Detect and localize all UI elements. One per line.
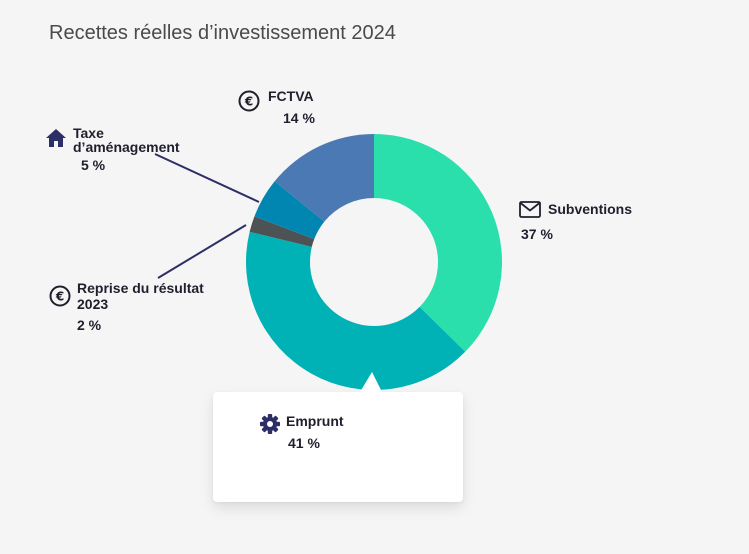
- slice-emprunt[interactable]: [246, 231, 466, 390]
- fctva-pct: 14 %: [283, 110, 315, 126]
- svg-text:€: €: [55, 290, 64, 304]
- callout-pointer: [360, 372, 382, 392]
- slice-subventions[interactable]: [374, 134, 502, 352]
- leader-line-reprise: [157, 224, 247, 279]
- subventions-pct: 37 %: [521, 226, 553, 242]
- leader-line-taxe: [154, 153, 260, 203]
- chart-title: Recettes réelles d’investissement 2024: [49, 22, 396, 44]
- fctva-label: FCTVA: [268, 88, 314, 104]
- emprunt-label: Emprunt: [286, 413, 344, 429]
- svg-text:€: €: [244, 95, 253, 109]
- slice-reprise-du-r-sultat-2023[interactable]: [249, 216, 315, 247]
- emprunt-pct: 41 %: [288, 435, 320, 451]
- euro-icon: €: [238, 90, 260, 112]
- euro-icon: €: [49, 285, 71, 307]
- mail-icon: [519, 201, 541, 218]
- taxe-pct: 5 %: [81, 157, 106, 173]
- reprise-pct: 2 %: [77, 317, 102, 333]
- house-icon: [46, 129, 66, 147]
- taxe-label-line1: Taxe: [73, 125, 104, 141]
- donut-slices: [246, 134, 502, 390]
- emprunt-callout-card: [213, 392, 463, 502]
- slice-taxe-d-am-nagement[interactable]: [254, 181, 325, 240]
- reprise-label-line1: Reprise du résultat: [77, 280, 204, 296]
- reprise-label-line2: 2023: [77, 296, 109, 312]
- gear-icon: [260, 414, 280, 434]
- taxe-label-line2: d’aménagement: [73, 139, 180, 155]
- subventions-label: Subventions: [548, 201, 633, 217]
- slice-fctva[interactable]: [274, 134, 374, 222]
